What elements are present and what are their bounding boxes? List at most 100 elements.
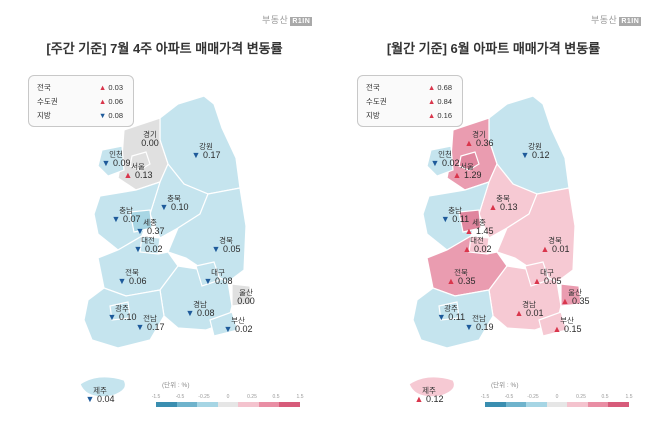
arrow-down-icon: ▼	[440, 214, 453, 224]
region-label-daejeon: 대전 ▼ 0.02	[134, 236, 163, 254]
arrow-up-icon: ▲	[452, 170, 464, 180]
region-value: ▲ 0.01	[540, 244, 570, 254]
region-name: 광주	[444, 304, 458, 313]
colorbar-tick: 1.5	[296, 394, 304, 400]
region-name: 강원	[528, 142, 542, 151]
region-name: 경남	[193, 300, 207, 309]
arrow-down-icon: ▼	[430, 158, 442, 168]
region-label-jeju: 제주 ▼ 0.04	[86, 386, 115, 404]
region-label-gyeonggi: 경기 ▲ 0.36	[465, 130, 494, 148]
arrow-up-icon: ▲	[540, 244, 552, 254]
legend-row-provinces: 지방 ▲ 0.16	[366, 111, 452, 120]
arrow-down-icon: ▼	[436, 312, 449, 322]
region-label-daegu: 대구 ▼ 0.08	[204, 268, 233, 286]
region-jeju	[408, 376, 456, 398]
region-name: 부산	[231, 316, 245, 325]
region-daegu	[524, 261, 550, 287]
region-incheon	[97, 145, 125, 177]
arrow-down-icon: ▼	[520, 150, 532, 160]
region-name: 대구	[211, 268, 225, 277]
arrow-down-icon: ▼	[223, 324, 235, 334]
arrow-down-icon: ▼	[111, 214, 123, 224]
region-value: ▼ 0.10	[107, 312, 137, 322]
colorbar-tick: 0	[226, 394, 230, 400]
arrow-down-icon: ▼	[191, 150, 203, 160]
monthly-map-panel: 부동산 R1IN [월간 기준] 6월 아파트 매매가격 변동률 전국 ▲ 0.6…	[329, 0, 658, 427]
arrow-up-icon: ▲	[552, 324, 564, 334]
weekly-map-panel: 부동산 R1IN [주간 기준] 7월 4주 아파트 매매가격 변동률 전국 ▲ …	[28, 15, 313, 407]
region-label-ulsan: 울산 0.00	[237, 288, 255, 306]
region-value: ▲ 1.29	[452, 170, 482, 180]
region-jeju	[79, 376, 127, 398]
arrow-down-icon: ▼	[464, 322, 476, 332]
region-value: ▲ 0.35	[560, 296, 590, 306]
region-value: 0.00	[237, 296, 255, 306]
region-value: ▼ 0.17	[191, 150, 221, 160]
legend-row-national: 전국 ▲ 0.03	[37, 83, 123, 92]
region-value: 0.00	[141, 138, 159, 148]
arrow-up-icon: ▲	[464, 138, 476, 148]
region-gwangju	[109, 301, 131, 321]
region-name: 전남	[143, 314, 157, 323]
arrow-down-icon: ▼	[135, 322, 147, 332]
legend-row-national: 전국 ▲ 0.68	[366, 83, 452, 92]
arrow-up-icon: ▲	[488, 202, 500, 212]
region-value: ▼ 0.11	[440, 214, 470, 224]
arrow-down-icon: ▼	[85, 394, 97, 404]
region-name: 충남	[119, 206, 133, 215]
region-name: 충북	[496, 194, 510, 203]
region-value: ▲ 0.05	[532, 276, 562, 286]
region-label-gangwon: 강원 ▼ 0.17	[192, 142, 221, 160]
region-label-daejeon: 대전 ▲ 0.02	[463, 236, 492, 254]
reb-logo: 부동산 R1IN	[262, 15, 313, 26]
region-daejeon	[468, 235, 490, 255]
region-label-seoul: 서울 ▲ 0.13	[124, 162, 153, 180]
arrow-up-icon: ▲	[446, 276, 458, 286]
region-value: ▼ 0.02	[430, 158, 460, 168]
region-value: ▼ 0.05	[211, 244, 241, 254]
region-busan	[209, 311, 239, 337]
region-value: ▼ 0.17	[135, 322, 165, 332]
region-value: ▲ 0.36	[464, 138, 494, 148]
region-label-busan: 부산 ▼ 0.02	[224, 316, 253, 334]
colorbar	[156, 402, 301, 407]
colorbar-tick: -0.25	[527, 394, 539, 400]
arrow-down-icon: ▼	[159, 202, 171, 212]
korea-map	[79, 95, 253, 398]
region-sejong	[129, 209, 153, 233]
region-value: ▼ 0.37	[135, 226, 165, 236]
colorbar-tick: 0	[555, 394, 559, 400]
arrow-up-icon: ▲	[514, 308, 526, 318]
region-name: 세종	[472, 218, 486, 227]
unit-label: (단위 : %)	[491, 382, 519, 389]
region-value: ▼ 0.09	[101, 158, 131, 168]
colorbar-tick: 0.5	[272, 394, 280, 400]
region-label-gwangju: 광주 ▼ 0.10	[108, 304, 137, 322]
region-name: 울산	[239, 288, 253, 297]
colorbar-tick: -0.25	[198, 394, 210, 400]
region-name: 강원	[199, 142, 213, 151]
region-name: 전북	[454, 268, 468, 277]
region-value: ▲ 0.35	[446, 276, 476, 286]
region-value: ▼ 0.10	[159, 202, 189, 212]
region-value: ▼ 0.04	[85, 394, 115, 404]
region-label-jeonnam: 전남 ▼ 0.17	[136, 314, 165, 332]
arrow-up-icon: ▲	[462, 244, 474, 254]
region-name: 경북	[548, 236, 562, 245]
region-value: ▲ 0.15	[552, 324, 582, 334]
region-label-gyeongbuk: 경북 ▲ 0.01	[541, 236, 570, 254]
arrow-down-icon: ▼	[133, 244, 145, 254]
colorbar-ticks: -1.5 -0.5 -0.25 0 0.25 0.5 1.5	[150, 394, 304, 402]
colorbar-tick: -0.5	[175, 394, 185, 400]
arrow-up-icon: ▲	[532, 276, 544, 286]
region-value: ▼ 0.06	[117, 276, 147, 286]
arrow-down-icon: ▼	[203, 276, 215, 286]
region-name: 대구	[540, 268, 554, 277]
colorbar-tick: 1.5	[625, 394, 633, 400]
region-label-incheon: 인천 ▼ 0.02	[431, 150, 460, 168]
summary-legend: 전국 ▲ 0.68 수도권 ▲ 0.84 지방 ▲ 0.16	[357, 75, 463, 127]
region-ulsan	[231, 283, 253, 307]
region-label-sejong: 세종 ▲ 1.45	[465, 218, 494, 236]
arrow-up-icon: ▲	[464, 226, 476, 236]
region-value: ▼ 0.02	[223, 324, 253, 334]
